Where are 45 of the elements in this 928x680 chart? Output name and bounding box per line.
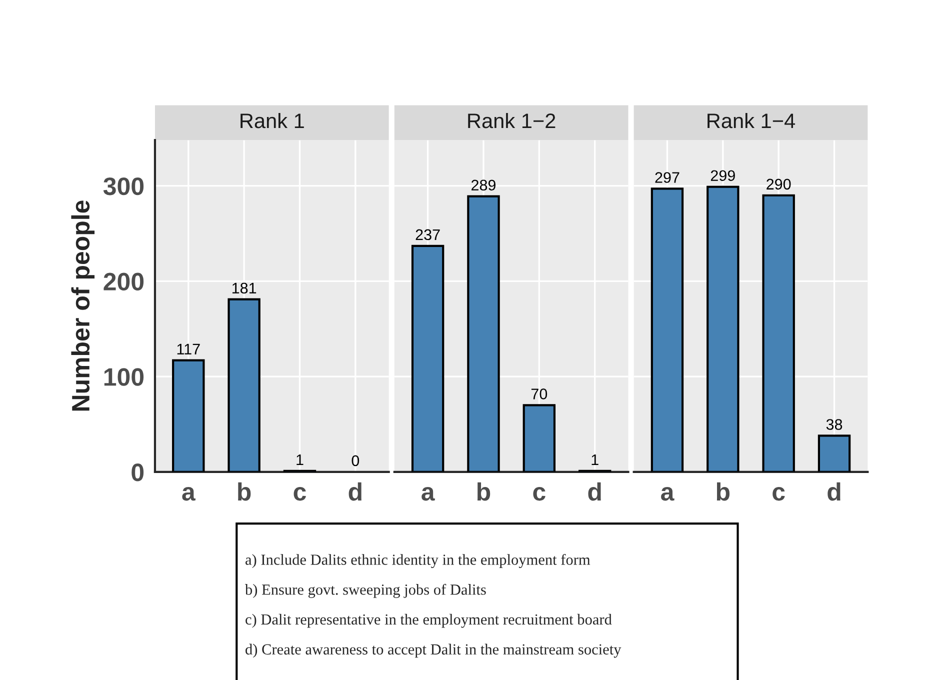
bar	[762, 194, 795, 472]
data-label: 289	[472, 180, 496, 191]
text: a) Include Dalits ethnic identity in the employment form	[246, 554, 590, 568]
data-label: 290	[766, 178, 791, 190]
data-label: 38	[826, 419, 842, 430]
x-tick-label: c	[533, 487, 546, 501]
bar	[411, 244, 444, 472]
chart-title: Rank 1−4	[708, 112, 796, 128]
x-tick-label: d	[588, 482, 601, 501]
y-axis-title: Number of people	[71, 200, 95, 411]
text: b) Ensure govt. sweeping jobs of Dalits	[244, 584, 486, 598]
bar	[706, 186, 740, 472]
data-label: 0	[352, 455, 360, 466]
bar	[650, 188, 684, 472]
bar	[467, 195, 500, 472]
data-label: 181	[232, 282, 256, 294]
x-tick-label: d	[348, 482, 362, 501]
x-tick-label: c	[294, 487, 306, 501]
y-tick-label: 200	[104, 272, 144, 291]
bar	[172, 359, 205, 472]
x-tick-label: a	[182, 487, 196, 501]
data-label: 297	[655, 172, 680, 183]
x-tick-label: b	[238, 482, 251, 501]
bar	[818, 434, 851, 472]
text: d) Create awareness to accept Dalit in the mainstream society	[246, 644, 622, 658]
data-label: 70	[531, 388, 548, 400]
x-tick-label: d	[828, 482, 840, 501]
x-tick-label: b	[478, 482, 490, 501]
x-tick-label: c	[772, 487, 785, 501]
y-tick-label: 100	[104, 368, 144, 386]
y-tick-label: 0	[132, 464, 144, 482]
bar	[522, 404, 556, 472]
data-label: 1	[592, 454, 598, 466]
chart-title: Rank 1−2	[468, 112, 556, 128]
y-tick-label: 300	[103, 177, 144, 196]
data-label: 237	[416, 229, 440, 240]
bar	[228, 298, 260, 472]
data-label: 1	[296, 454, 304, 466]
text: c) Dalit representative in the employment recruitment board	[246, 614, 612, 628]
x-tick-label: b	[716, 482, 730, 501]
data-label: 299	[710, 170, 735, 182]
x-tick-label: a	[661, 487, 674, 501]
chart-title: Rank 1	[240, 112, 304, 128]
x-tick-label: a	[422, 487, 435, 501]
data-label: 117	[177, 344, 200, 354]
